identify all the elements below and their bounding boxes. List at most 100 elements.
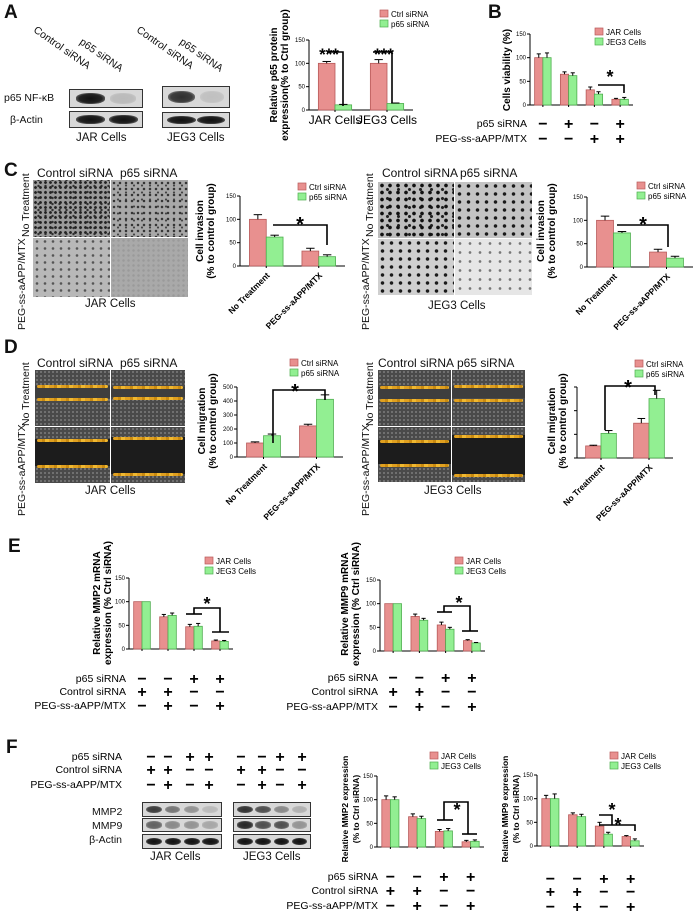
bar	[445, 628, 455, 652]
bar	[318, 256, 336, 267]
legend-label: p65 siRNA	[648, 192, 687, 201]
y-axis-label: Relative p65 protein	[269, 27, 280, 122]
y-tick-label: 50	[526, 820, 533, 826]
significance-bracket	[193, 607, 221, 632]
y-tick-label: 150	[523, 773, 534, 779]
y-tick-label: 300	[223, 413, 234, 419]
condition-sign: +	[412, 883, 421, 900]
condition-label: p65 siRNA	[328, 672, 378, 684]
chart-a: 0 50 100 150 Relative p65 protein expression(…	[269, 9, 430, 141]
condition-sign: +	[599, 871, 608, 888]
legend-label: Ctrl siRNA	[301, 359, 339, 368]
y-axis-label: (% to control group)	[206, 183, 217, 279]
condition-sign: +	[466, 898, 475, 915]
y-tick-label: 150	[295, 38, 306, 44]
condition-sign: −	[146, 777, 155, 794]
bar	[603, 833, 613, 847]
condition-sign: +	[163, 762, 172, 779]
significance-star: *	[608, 800, 615, 820]
y-tick-label: 400	[223, 399, 234, 405]
condition-sign: −	[572, 871, 581, 888]
x-tick-label: PEG-ss-aAPP/MTX	[611, 271, 672, 332]
legend-swatch	[204, 566, 214, 575]
column-header: p65 siRNA	[457, 356, 515, 370]
western-blot-p65-jar	[69, 89, 143, 108]
y-tick-label: 0	[373, 649, 377, 655]
condition-sign: +	[626, 871, 635, 888]
cell-line-caption: JEG3 Cells	[167, 132, 225, 144]
legend-swatch	[634, 369, 644, 378]
bar	[263, 435, 281, 458]
chart-d-jeg3: Cell migration (% to control group)No Tre…	[547, 359, 685, 523]
western-blot-actin-jeg3	[162, 112, 230, 128]
condition-sign: +	[590, 131, 599, 148]
invasion-photo	[33, 180, 110, 237]
y-tick-label: 500	[223, 385, 234, 391]
bar	[621, 836, 632, 847]
legend-label: Ctrl siRNA	[309, 183, 347, 192]
condition-sign: +	[236, 762, 245, 779]
bar	[133, 601, 143, 650]
wound-photo	[378, 370, 451, 426]
bar	[443, 830, 453, 848]
y-tick-label: 50	[576, 242, 583, 248]
chart-f-mmp2: 0 50 100 150 Relative MMP2 expression (% to C…	[286, 751, 484, 915]
x-tick-label: JEG3 Cells	[357, 113, 417, 127]
y-tick-label: 100	[115, 600, 126, 606]
bar	[470, 840, 480, 848]
wound-photo	[111, 370, 185, 426]
condition-sign: −	[546, 899, 555, 915]
significance-bracket	[272, 389, 326, 443]
legend-swatch	[634, 359, 644, 368]
bar	[600, 432, 617, 459]
x-tick-label: JAR Cells	[309, 113, 362, 127]
condition-label: p65 siRNA	[72, 751, 122, 763]
condition-sign: +	[297, 749, 306, 766]
y-axis-label: Relative MMP9 mRNA	[340, 552, 351, 655]
y-tick-label: 0	[233, 264, 237, 270]
condition-sign: −	[441, 684, 450, 701]
legend-swatch	[379, 9, 389, 18]
western-blot-mmp2-jeg3	[233, 802, 311, 817]
y-tick-label: 100	[226, 217, 237, 223]
y-tick-label: 0	[302, 108, 306, 114]
bar	[549, 798, 560, 847]
condition-sign: +	[441, 670, 450, 687]
condition-sign: +	[615, 131, 624, 148]
y-tick-label: 50	[366, 821, 373, 827]
condition-sign: +	[546, 884, 555, 901]
blot-row-label: p65 NF-κB	[4, 92, 55, 104]
chart-c-jar: 0 50 100 150 Cell invasion (% to control grou…	[195, 182, 348, 331]
condition-sign: +	[615, 116, 624, 133]
legend-swatch	[636, 191, 646, 200]
significance-bracket	[599, 814, 613, 825]
y-tick-label: 100	[366, 602, 377, 608]
panel-label-c: C	[4, 160, 18, 181]
y-tick-label: 150	[516, 32, 527, 38]
y-tick-label: 0	[523, 103, 527, 109]
y-tick-label: 0	[122, 647, 126, 653]
legend-swatch	[454, 566, 464, 575]
cell-line-caption: JEG3 Cells	[428, 300, 486, 312]
condition-label: p65 siRNA	[328, 871, 378, 883]
y-tick-label: 0	[580, 265, 584, 271]
condition-sign: −	[538, 131, 547, 148]
condition-sign: −	[215, 684, 224, 701]
legend-label: p65 siRNA	[646, 370, 685, 379]
western-blot-mmp9-jar	[142, 818, 222, 832]
y-tick-label: 150	[363, 774, 374, 780]
significance-bracket	[327, 51, 344, 106]
cell-line-caption: JAR Cells	[85, 298, 136, 310]
y-axis-label: Cell migration	[197, 388, 208, 455]
condition-sign: +	[386, 883, 395, 900]
legend-swatch	[609, 761, 619, 770]
y-axis-label: (% to control group)	[208, 373, 219, 469]
significance-star: ***	[319, 45, 339, 64]
bar	[141, 601, 151, 650]
significance-bracket	[617, 224, 669, 247]
panel-label-d: D	[4, 337, 18, 358]
condition-sign: +	[204, 777, 213, 794]
bar	[534, 57, 544, 106]
y-tick-label: 0	[370, 845, 374, 851]
